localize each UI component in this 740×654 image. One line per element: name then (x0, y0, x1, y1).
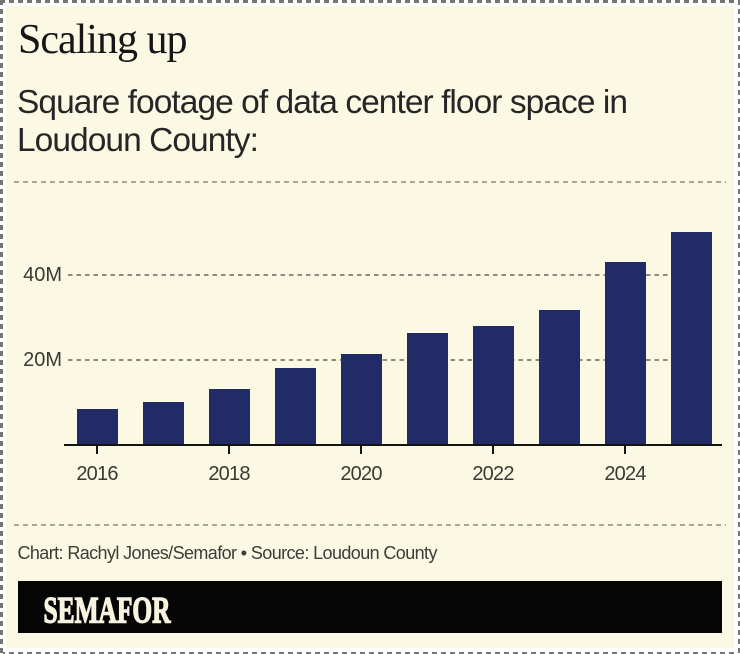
svg-text:SEMAFOR: SEMAFOR (44, 591, 172, 632)
